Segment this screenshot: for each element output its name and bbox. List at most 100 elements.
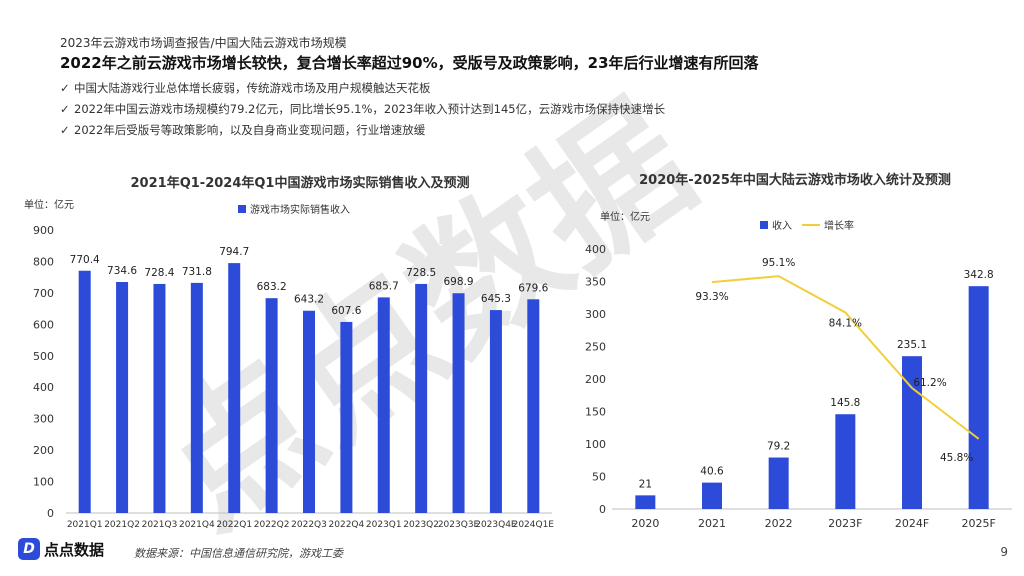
right-y-tick-label: 400	[585, 243, 606, 256]
left-bar	[452, 293, 465, 513]
data-source: 数据来源：中国信息通信研究院，游戏工委	[134, 547, 343, 560]
left-bar	[340, 321, 353, 513]
left-x-tick-label: 2022Q3	[291, 520, 327, 530]
left-x-tick-label: 2023Q2	[403, 520, 439, 530]
left-y-tick-label: 400	[33, 381, 54, 394]
bullet-item: ✓ 中国大陆游戏行业总体增长疲弱，传统游戏市场及用户规模触达天花板	[60, 78, 665, 99]
left-bar-data-label: 685.7	[369, 280, 399, 292]
legend-swatch-line	[802, 223, 820, 226]
right-y-tick-label: 200	[585, 373, 606, 386]
check-icon: ✓	[60, 102, 70, 116]
left-x-tick-label: 2023Q3E	[438, 520, 480, 530]
right-y-tick-label: 50	[592, 471, 606, 484]
growth-rate-data-label: 61.2%	[913, 377, 946, 389]
left-bar-data-label: 698.9	[444, 276, 474, 288]
left-x-tick-label: 2024Q1E	[513, 520, 555, 530]
right-y-tick-label: 250	[585, 341, 606, 354]
left-bar	[265, 298, 278, 513]
right-chart-title: 2020年-2025年中国大陆云游戏市场收入统计及预测	[639, 173, 951, 188]
left-bar-data-label: 731.8	[182, 266, 212, 278]
right-bar	[702, 482, 722, 509]
left-bar	[116, 282, 129, 513]
page-number: 9	[1000, 545, 1008, 559]
left-bar	[228, 263, 241, 513]
left-bar-data-label: 728.4	[144, 267, 174, 279]
right-bar-data-label: 342.8	[964, 269, 994, 281]
right-bar-data-label: 40.6	[700, 466, 724, 478]
left-x-tick-label: 2021Q3	[142, 520, 178, 530]
right-bar	[835, 414, 856, 509]
left-y-tick-label: 800	[33, 255, 54, 268]
bullet-text: 2022年中国云游戏市场规模约79.2亿元，同比增长95.1%，2023年收入预…	[74, 102, 666, 116]
bullet-text: 2022年后受版号等政策影响，以及自身商业变现问题，行业增速放缓	[74, 123, 426, 137]
left-y-tick-label: 600	[33, 318, 54, 331]
left-bar-data-label: 645.3	[481, 293, 511, 305]
check-icon: ✓	[60, 81, 70, 95]
left-bar-data-label: 770.4	[70, 254, 100, 266]
left-x-tick-label: 2021Q4	[179, 520, 215, 530]
bullet-item: ✓ 2022年后受版号等政策影响，以及自身商业变现问题，行业增速放缓	[60, 120, 665, 141]
left-bar	[78, 270, 91, 513]
left-chart-legend: 游戏市场实际销售收入	[238, 201, 350, 216]
right-chart-legend: 收入 增长率	[760, 217, 854, 232]
bullet-list: ✓ 中国大陆游戏行业总体增长疲弱，传统游戏市场及用户规模触达天花板 ✓ 2022年中…	[60, 78, 665, 141]
left-bar-data-label: 794.7	[219, 246, 249, 258]
right-y-tick-label: 0	[599, 503, 606, 516]
right-x-tick-label: 2022	[765, 517, 793, 530]
growth-rate-data-label: 93.3%	[695, 291, 728, 303]
legend-label: 游戏市场实际销售收入	[250, 205, 350, 216]
legend-swatch-bar	[760, 220, 768, 229]
left-chart-title: 2021年Q1-2024年Q1中国游戏市场实际销售收入及预测	[130, 176, 470, 191]
left-x-tick-label: 2023Q4E	[475, 520, 517, 530]
right-y-tick-label: 100	[585, 438, 606, 451]
right-y-tick-label: 150	[585, 406, 606, 419]
right-y-tick-label: 350	[585, 276, 606, 289]
left-chart-unit: 单位：亿元	[24, 200, 74, 211]
left-bar	[153, 283, 166, 513]
right-bar-data-label: 79.2	[767, 441, 790, 453]
left-x-tick-label: 2022Q4	[329, 520, 365, 530]
left-bar-data-label: 643.2	[294, 294, 324, 306]
legend-label-bar: 收入	[772, 221, 792, 232]
left-y-tick-label: 300	[33, 413, 54, 426]
left-x-tick-label: 2023Q1	[366, 520, 402, 530]
right-y-tick-label: 300	[585, 308, 606, 321]
growth-rate-data-label: 84.1%	[829, 317, 862, 329]
right-chart-unit: 单位：亿元	[600, 212, 650, 223]
right-bar-data-label: 145.8	[830, 397, 860, 409]
bullet-item: ✓ 2022年中国云游戏市场规模约79.2亿元，同比增长95.1%，2023年收入…	[60, 99, 665, 120]
left-bar-data-label: 728.5	[406, 267, 436, 279]
right-bar	[968, 286, 989, 509]
left-bar	[527, 299, 540, 513]
right-x-tick-label: 2024F	[895, 517, 929, 530]
left-y-tick-label: 100	[33, 476, 54, 489]
breadcrumb: 2023年云游戏市场调查报告/中国大陆云游戏市场规模	[60, 36, 347, 50]
left-x-tick-label: 2022Q1	[216, 520, 252, 530]
left-bar	[415, 283, 428, 513]
left-y-tick-label: 0	[47, 507, 54, 520]
left-y-tick-label: 500	[33, 350, 54, 363]
left-bar	[489, 310, 502, 513]
left-bar	[303, 310, 315, 513]
bullet-text: 中国大陆游戏行业总体增长疲弱，传统游戏市场及用户规模触达天花板	[74, 81, 431, 95]
growth-rate-data-label: 45.8%	[940, 452, 973, 464]
left-x-tick-label: 2022Q2	[254, 520, 290, 530]
right-bar	[768, 457, 789, 509]
right-bar	[902, 356, 922, 509]
left-bar-data-label: 607.6	[331, 305, 361, 317]
left-y-tick-label: 700	[33, 287, 54, 300]
left-bar-data-label: 734.6	[107, 265, 137, 277]
right-bar-data-label: 21	[639, 478, 652, 490]
right-x-tick-label: 2023F	[828, 517, 862, 530]
check-icon: ✓	[60, 123, 70, 137]
left-bar-data-label: 683.2	[257, 281, 287, 293]
left-x-tick-label: 2021Q1	[67, 520, 103, 530]
logo-icon: D	[18, 538, 40, 560]
footer-logo: D 点点数据	[18, 538, 104, 560]
left-bar	[377, 297, 390, 513]
growth-rate-line	[711, 275, 980, 440]
right-x-tick-label: 2020	[631, 517, 659, 530]
logo-text: 点点数据	[44, 540, 105, 559]
page-headline: 2022年之前云游戏市场增长较快，复合增长率超过90%，受版号及政策影响，23年…	[60, 54, 759, 72]
